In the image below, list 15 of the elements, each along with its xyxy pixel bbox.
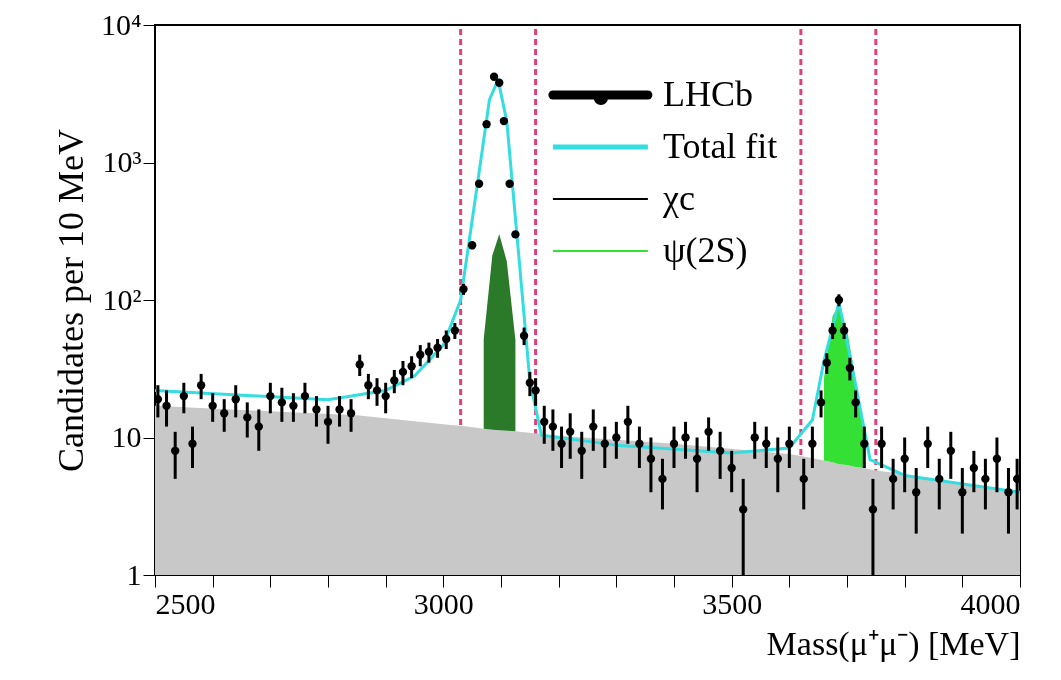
y-tick-label: 10 bbox=[111, 420, 142, 453]
y-tick-label: 10² bbox=[102, 282, 142, 316]
y-tick-label: 10⁴ bbox=[101, 7, 142, 41]
y-tick-label: 1 bbox=[126, 557, 142, 591]
x-tick-label: 3500 bbox=[702, 586, 763, 620]
legend-label: χc bbox=[661, 178, 695, 218]
legend-label: ψ(2S) bbox=[662, 230, 748, 270]
legend-label: LHCb bbox=[662, 74, 753, 114]
x-tick-label: 3000 bbox=[413, 586, 474, 620]
y-tick-label: 10³ bbox=[102, 145, 142, 178]
y-axis-title: Candidates per 10 MeV bbox=[51, 129, 92, 472]
legend-label: Total fit bbox=[662, 126, 778, 166]
x-tick-label: 4000 bbox=[960, 586, 1021, 620]
x-axis-title: Mass(μ⁺μ⁻) [MeV] bbox=[766, 624, 1021, 663]
x-tick-label: 2500 bbox=[155, 586, 216, 620]
